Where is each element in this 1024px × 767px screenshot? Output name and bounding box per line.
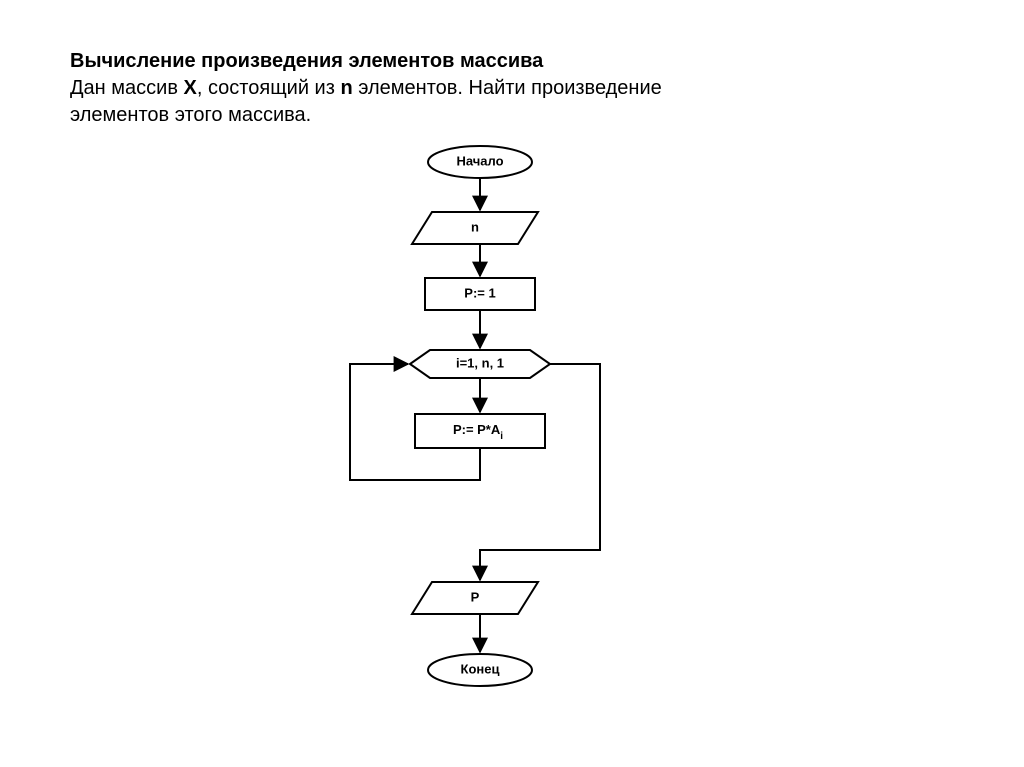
flowchart-svg: Начало n P:= 1 i=1, n, 1 P:= P*Ai (270, 140, 690, 760)
heading-line2c: , состоящий из (197, 77, 341, 99)
heading-line2d: n (340, 77, 352, 99)
flowchart: Начало n P:= 1 i=1, n, 1 P:= P*Ai (270, 140, 690, 760)
node-body-label: P:= P*Ai (453, 422, 503, 441)
node-init-p-label: P:= 1 (464, 285, 495, 300)
node-output-p-label: P (471, 589, 480, 604)
heading-title: Вычисление произведения элементов массив… (70, 50, 543, 72)
node-input-n-label: n (471, 219, 479, 234)
node-end-label: Конец (461, 661, 500, 676)
node-body-label-sub: i (500, 431, 503, 442)
heading-line2a: Дан массив (70, 77, 184, 99)
heading-line3: элементов этого массива. (70, 104, 311, 126)
node-start-label: Начало (456, 153, 503, 168)
node-body-label-main: P:= P*A (453, 422, 501, 437)
node-loop-label: i=1, n, 1 (456, 355, 504, 370)
heading-line2e: элементов. Найти произведение (353, 77, 662, 99)
edge-loop-exit (480, 364, 600, 580)
heading-block: Вычисление произведения элементов массив… (70, 48, 950, 129)
page: Вычисление произведения элементов массив… (0, 0, 1024, 767)
heading-line2b: X (184, 77, 197, 99)
